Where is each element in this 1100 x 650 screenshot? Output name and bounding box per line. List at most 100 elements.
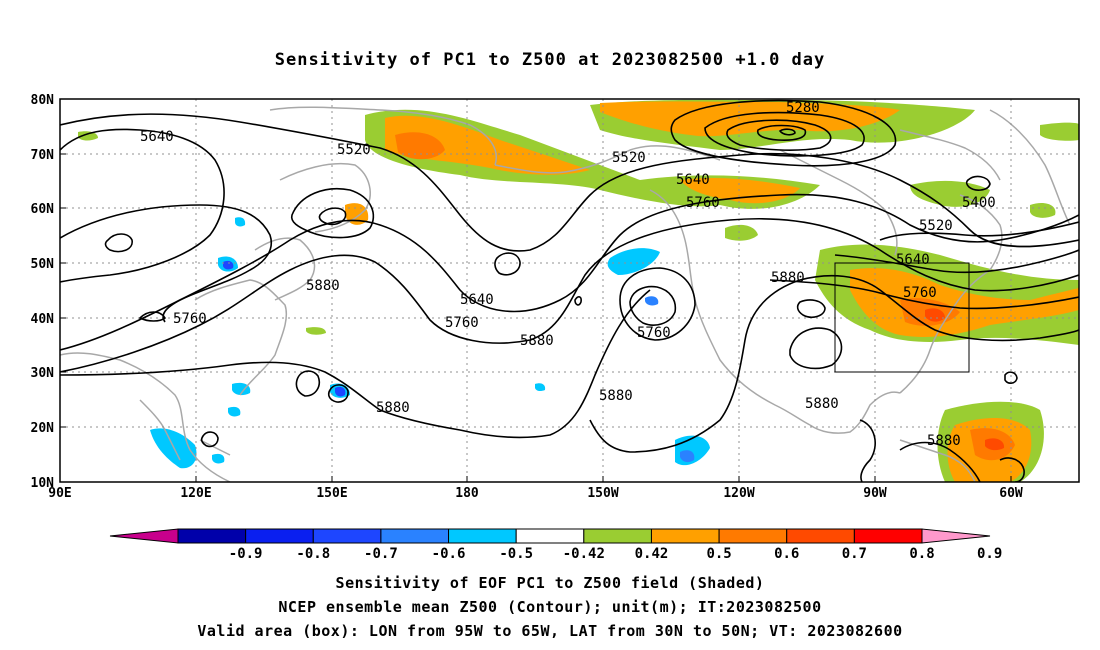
contour-label: 5760 xyxy=(637,325,671,341)
contour-line xyxy=(859,419,876,482)
lon-label: 120E xyxy=(180,486,211,501)
shade-negative-region xyxy=(223,260,234,270)
shade-negative-region xyxy=(212,453,225,464)
contour-line xyxy=(769,279,1079,310)
colorbar-tick-label: 0.7 xyxy=(842,546,867,562)
contour-line xyxy=(965,175,991,191)
coastline xyxy=(254,237,316,301)
colorbar-tick-label: 0.9 xyxy=(977,546,1002,562)
lat-label: 80N xyxy=(31,93,55,108)
contour-label: 5520 xyxy=(919,218,953,234)
caption-line-1: Sensitivity of EOF PC1 to Z500 field (Sh… xyxy=(335,574,765,592)
coastline xyxy=(809,391,901,434)
colorbar-swatch xyxy=(650,528,720,544)
contour-label: 5520 xyxy=(337,142,371,158)
contour-line xyxy=(60,289,651,439)
colorbar-swatch xyxy=(853,528,923,544)
shade-positive-region xyxy=(1040,122,1079,141)
shade-positive-region xyxy=(985,438,1005,451)
contour-line xyxy=(756,124,807,141)
contour-line xyxy=(60,193,1079,351)
colorbar-tick-label: 0.42 xyxy=(635,546,669,562)
lat-label: 60N xyxy=(31,202,55,217)
contour-line xyxy=(619,267,696,341)
shade-negative-region xyxy=(150,428,197,469)
shade-positive-region xyxy=(600,101,900,137)
lat-label: 30N xyxy=(31,366,55,381)
shade-negative-region xyxy=(680,450,695,463)
colorbar-swatch xyxy=(245,528,314,544)
shade-positive-region xyxy=(1030,203,1056,218)
contour-line xyxy=(704,111,865,157)
contour-line xyxy=(834,249,1079,274)
colorbar: -0.9 -0.8 -0.7 -0.6 -0.5 -0.42 0.42 0.5 0.6 0.7 0.… xyxy=(109,528,1002,562)
lat-label: 40N xyxy=(31,312,55,327)
contour-line xyxy=(494,252,521,276)
coastline xyxy=(60,352,231,482)
contour-line xyxy=(999,457,1025,482)
tick-marks xyxy=(60,98,1012,482)
contour-line xyxy=(290,188,375,239)
colorbar-tick-label: 0.5 xyxy=(706,546,731,562)
contour-label: 5280 xyxy=(786,100,820,116)
contour-line xyxy=(138,311,167,322)
colorbar-arrow-left xyxy=(109,528,179,544)
shade-positive-region xyxy=(78,131,98,141)
valid-area-box xyxy=(834,262,970,373)
shade-negative-region xyxy=(607,248,660,275)
contour-label: 5880 xyxy=(520,333,554,349)
contour-label: 5880 xyxy=(376,400,410,416)
contour-label: 5880 xyxy=(805,396,839,412)
lon-label: 90W xyxy=(863,486,887,501)
colorbar-tick-label: -0.7 xyxy=(364,546,398,562)
contour-line xyxy=(778,128,796,136)
shade-negative-region xyxy=(535,383,546,392)
colorbar-tick-label: -0.5 xyxy=(499,546,533,562)
contour-label: 5760 xyxy=(445,315,479,331)
contour-line xyxy=(726,119,832,151)
colorbar-swatch xyxy=(380,528,450,544)
coastline xyxy=(194,279,287,396)
caption-line-2: NCEP ensemble mean Z500 (Contour); unit(… xyxy=(278,598,822,616)
lon-label: 90E xyxy=(48,486,71,501)
colorbar-tick-label: 0.6 xyxy=(774,546,799,562)
colorbar-arrow-right xyxy=(921,528,991,544)
caption-line-3: Valid area (box): LON from 95W to 65W, L… xyxy=(197,622,903,640)
contour-line xyxy=(200,431,219,448)
contour-line xyxy=(104,233,133,253)
colorbar-tick-label: -0.8 xyxy=(296,546,330,562)
colorbar-tick-label: -0.6 xyxy=(432,546,466,562)
shade-negative-region xyxy=(228,406,241,417)
colorbar-swatch xyxy=(515,528,585,544)
contour-line xyxy=(796,299,826,318)
coastline xyxy=(279,162,371,233)
shade-negative-region xyxy=(335,386,346,397)
lon-label: 150E xyxy=(316,486,347,501)
plot-frame xyxy=(59,98,1080,483)
contour-line xyxy=(879,221,1079,241)
contour-labels: 5640 5520 5280 5520 5640 5760 5400 5520 … xyxy=(140,100,996,449)
shade-positive-region xyxy=(306,327,326,335)
contour-label: 5880 xyxy=(927,433,961,449)
colorbar-swatch xyxy=(786,528,855,544)
contour-line xyxy=(1004,371,1018,384)
contour-label: 5400 xyxy=(962,195,996,211)
colorbar-tick-label: 0.8 xyxy=(909,546,934,562)
shade-negative-region xyxy=(232,382,251,396)
contour-label: 5880 xyxy=(599,388,633,404)
coastline xyxy=(494,145,721,174)
shading-layer xyxy=(78,99,1079,482)
lat-label: 70N xyxy=(31,148,55,163)
shade-positive-region xyxy=(680,177,800,204)
contour-label: 5880 xyxy=(771,270,805,286)
colorbar-swatch xyxy=(583,528,652,544)
coastline xyxy=(269,106,497,166)
lon-label: 120W xyxy=(723,486,754,501)
contour-label: 5760 xyxy=(686,195,720,211)
latitude-labels: 80N 70N 60N 50N 40N 30N 20N 10N xyxy=(31,93,55,491)
contour-label: 5640 xyxy=(896,252,930,268)
longitude-labels: 90E 120E 150E 180 150W 120W 90W 60W xyxy=(48,486,1023,501)
coastline-layer xyxy=(60,106,1071,482)
lat-label: 20N xyxy=(31,421,55,436)
